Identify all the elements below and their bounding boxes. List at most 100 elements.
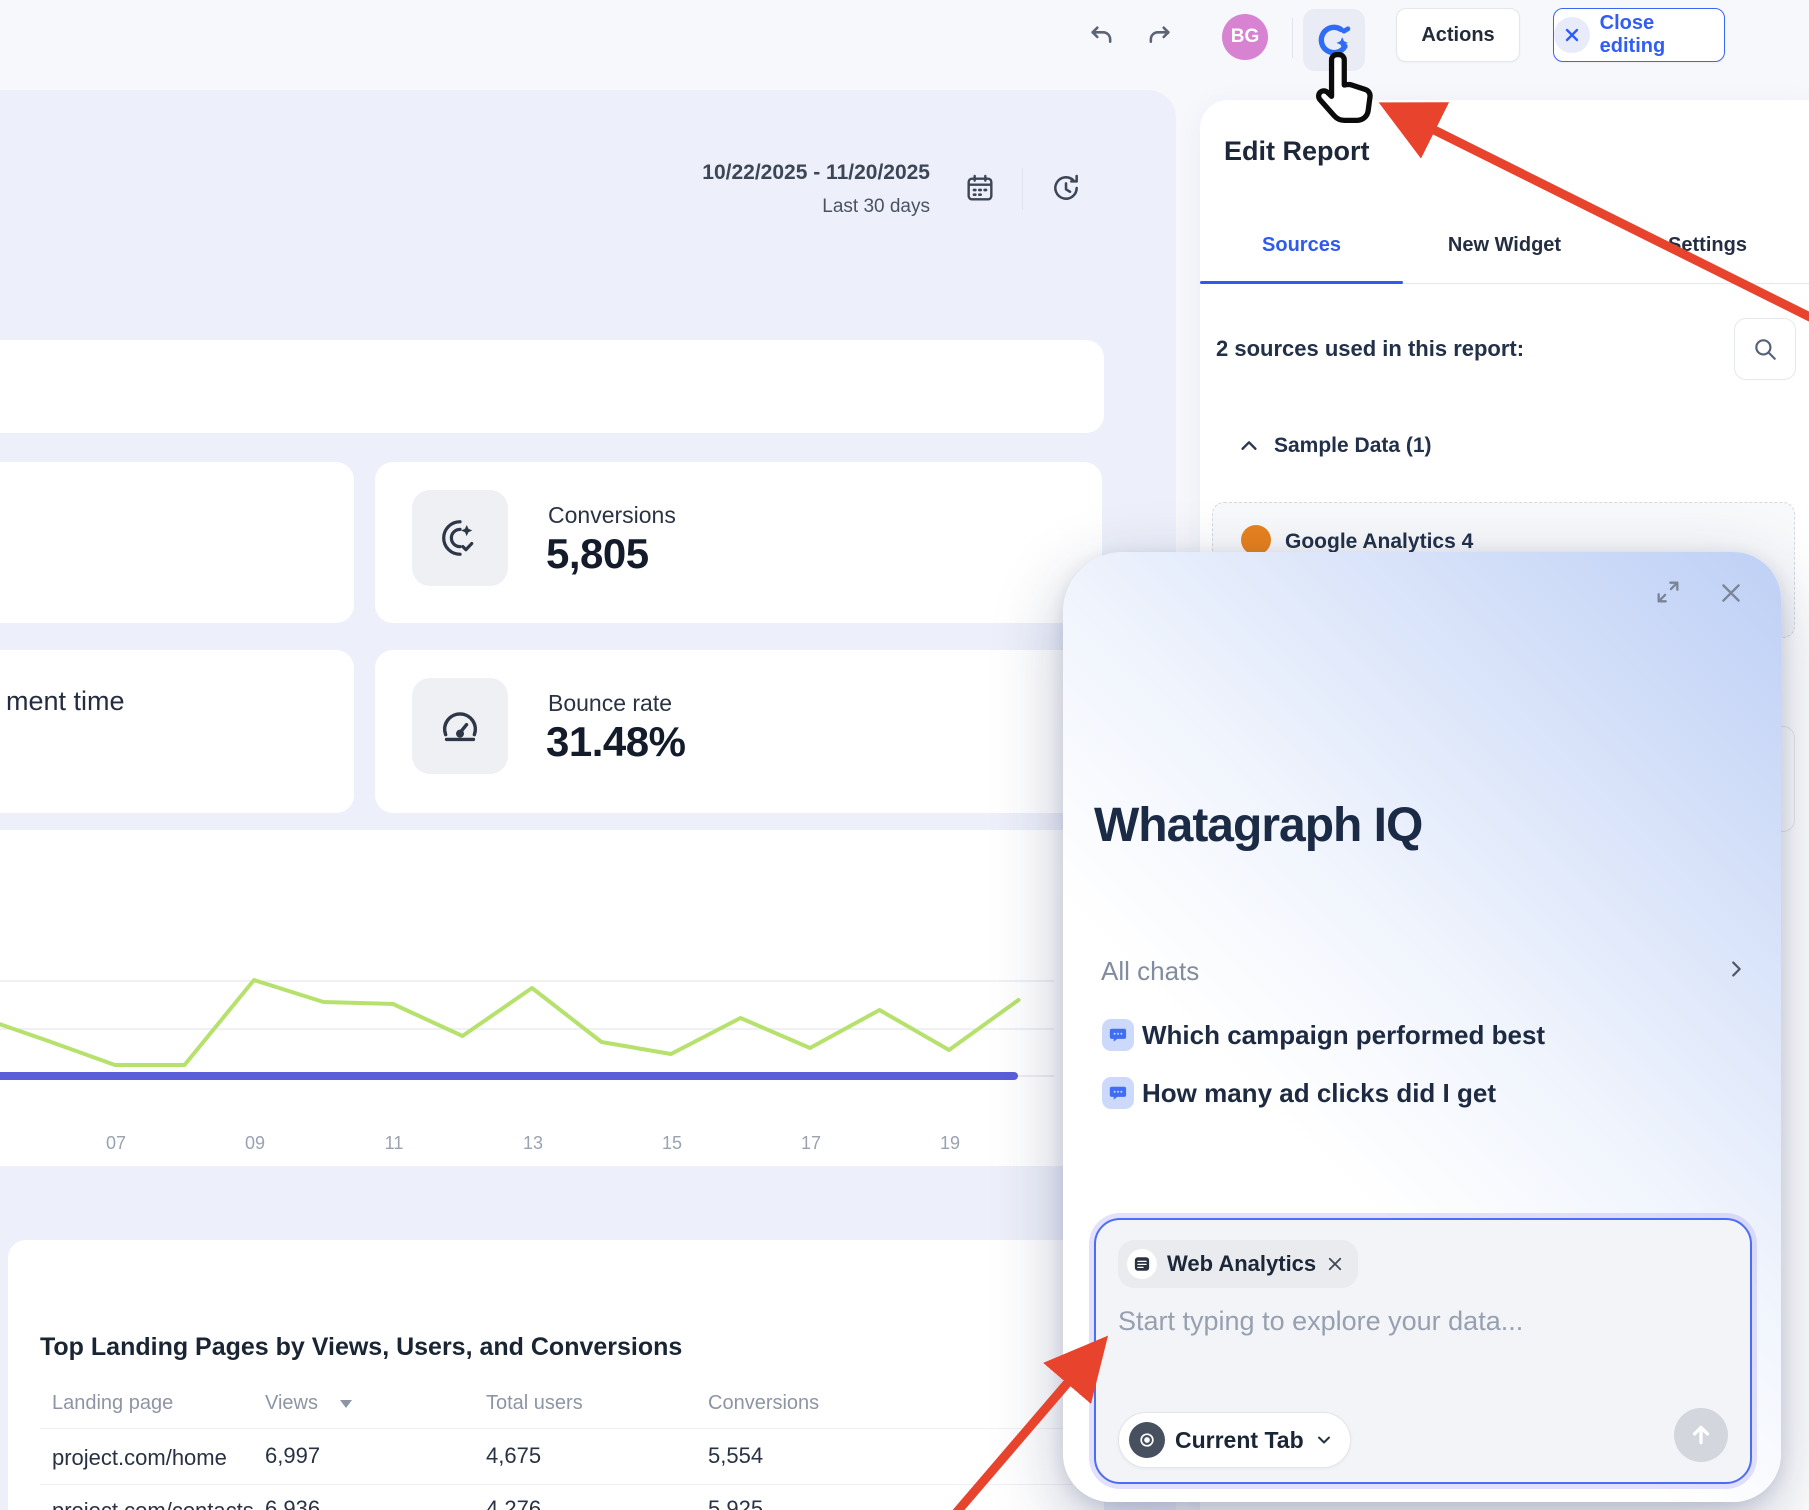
row-divider (40, 1484, 1072, 1485)
actions-button-label: Actions (1421, 23, 1495, 46)
whatagraph-iq-button[interactable] (1303, 9, 1365, 71)
metric-card-conversions[interactable]: Conversions 5,805 (375, 462, 1102, 623)
avatar[interactable]: BG (1222, 14, 1268, 60)
source-tag-web-analytics[interactable]: Web Analytics (1118, 1240, 1359, 1288)
chevron-right-icon (1732, 961, 1741, 977)
cell-landing-page: project.com/contacts (52, 1498, 254, 1510)
x-tick: 11 (384, 1133, 404, 1153)
report-canvas: 10/22/2025 - 11/20/2025 Last 30 days (0, 90, 1176, 1510)
trend-chart-card[interactable] (0, 830, 1104, 1166)
cell-landing-page: project.com/home (52, 1445, 227, 1470)
source-group-label: Sample Data (1) (1274, 434, 1432, 457)
topbar-divider (1292, 18, 1293, 58)
cell-views: 6,936 (265, 1496, 321, 1510)
x-tick: 15 (661, 1133, 683, 1153)
panel-title: Edit Report (1224, 136, 1370, 166)
cell-views: 6,997 (265, 1443, 321, 1468)
table-title: Top Landing Pages by Views, Users, and C… (40, 1333, 683, 1361)
scope-label: Current Tab (1175, 1426, 1304, 1453)
conversions-icon-tile (412, 490, 508, 586)
sort-desc-icon[interactable] (338, 1398, 354, 1410)
date-preset: Last 30 days (822, 196, 930, 217)
trend-line-series (0, 978, 1021, 1067)
chat-history-label: How many ad clicks did I get (1142, 1078, 1496, 1108)
scope-selector-current-tab[interactable]: Current Tab (1118, 1412, 1351, 1468)
close-popup-button[interactable] (1716, 578, 1746, 608)
date-toolbar-divider (1022, 168, 1023, 210)
actions-button[interactable]: Actions (1396, 8, 1520, 62)
all-chats-label[interactable]: All chats (1101, 956, 1200, 986)
conversions-value: 5,805 (546, 530, 649, 577)
close-editing-button[interactable]: Close editing (1553, 8, 1725, 62)
calendar-icon (967, 174, 993, 201)
bounce-rate-icon-tile (412, 678, 508, 774)
cell-users: 4,276 (486, 1496, 542, 1510)
metric-card-engagement-cutoff[interactable]: ment time (0, 650, 354, 813)
search-sources-button[interactable] (1734, 318, 1796, 380)
redo-icon (1149, 26, 1170, 43)
column-header-views[interactable]: Views (265, 1392, 318, 1414)
tab-settings[interactable]: Settings (1668, 234, 1747, 256)
column-header-total-users[interactable]: Total users (486, 1392, 583, 1414)
iq-prompt-input[interactable]: Web Analytics Start typing to explore yo… (1094, 1218, 1752, 1484)
remove-tag-icon[interactable] (1326, 1255, 1344, 1273)
redo-button[interactable] (1144, 22, 1174, 52)
calendar-button[interactable] (962, 170, 998, 206)
engagement-time-label-partial: ment time (6, 686, 125, 716)
trend-chart (0, 978, 1054, 1080)
tab-sources[interactable]: Sources (1262, 234, 1341, 256)
source-tag-label: Web Analytics (1167, 1251, 1317, 1276)
close-editing-label: Close editing (1599, 12, 1666, 57)
x-axis-selection-bar[interactable] (0, 1072, 1018, 1080)
search-icon (1755, 339, 1776, 360)
bounce-rate-label: Bounce rate (548, 690, 673, 716)
metric-card-cutoff-1[interactable] (0, 462, 354, 623)
tab-new-widget[interactable]: New Widget (1447, 234, 1562, 256)
chat-bubble-icon (1102, 1019, 1134, 1051)
widget-title-bar[interactable] (0, 340, 1104, 433)
cell-conversions: 5,554 (708, 1443, 764, 1468)
conversions-label: Conversions (548, 502, 676, 528)
table-header-divider (40, 1428, 1072, 1429)
undo-button[interactable] (1087, 22, 1117, 52)
google-analytics-icon (1241, 525, 1271, 555)
x-tick: 07 (105, 1133, 127, 1153)
whatagraph-iq-icon (1318, 24, 1351, 56)
metric-card-bounce-rate[interactable]: Bounce rate 31.48% (375, 650, 1102, 813)
cell-conversions: 5,925 (708, 1496, 764, 1510)
active-tab-underline (1200, 281, 1403, 284)
landing-pages-table-card[interactable]: Top Landing Pages by Views, Users, and C… (8, 1240, 1104, 1510)
source-group-sample-data[interactable]: Sample Data (1) (1238, 434, 1432, 458)
source-name: Google Analytics 4 (1285, 530, 1474, 553)
expand-icon (1657, 581, 1679, 603)
x-tick: 13 (522, 1133, 544, 1153)
all-chats-link[interactable] (1723, 954, 1749, 984)
send-button[interactable] (1674, 1408, 1728, 1462)
date-range[interactable]: 10/22/2025 - 11/20/2025 (702, 161, 930, 184)
eye-scope-icon (1129, 1422, 1165, 1458)
cell-users: 4,675 (486, 1443, 542, 1468)
refresh-history-button[interactable] (1048, 170, 1084, 206)
prompt-placeholder[interactable]: Start typing to explore your data... (1118, 1306, 1524, 1336)
sources-summary: 2 sources used in this report: (1216, 336, 1525, 361)
chat-history-label: Which campaign performed best (1142, 1020, 1546, 1050)
column-header-conversions[interactable]: Conversions (708, 1392, 820, 1414)
history-clock-icon (1054, 174, 1078, 200)
column-header-landing-page[interactable]: Landing page (52, 1392, 174, 1414)
close-icon (1722, 584, 1740, 602)
x-tick: 17 (800, 1133, 822, 1153)
chat-bubble-icon (1102, 1077, 1134, 1109)
conversions-goal-icon (442, 520, 474, 556)
undo-icon (1091, 26, 1112, 43)
x-tick: 19 (939, 1133, 961, 1153)
chevron-down-icon (1317, 1436, 1330, 1444)
popup-title: Whatagraph IQ (1094, 799, 1423, 852)
gauge-icon (442, 712, 478, 742)
expand-popup-button[interactable] (1652, 576, 1684, 608)
send-arrow-icon (1692, 1425, 1710, 1445)
chevron-up-icon (1241, 441, 1257, 450)
x-tick: 09 (244, 1133, 266, 1153)
bounce-rate-value: 31.48% (546, 718, 686, 765)
close-icon (1554, 17, 1590, 53)
